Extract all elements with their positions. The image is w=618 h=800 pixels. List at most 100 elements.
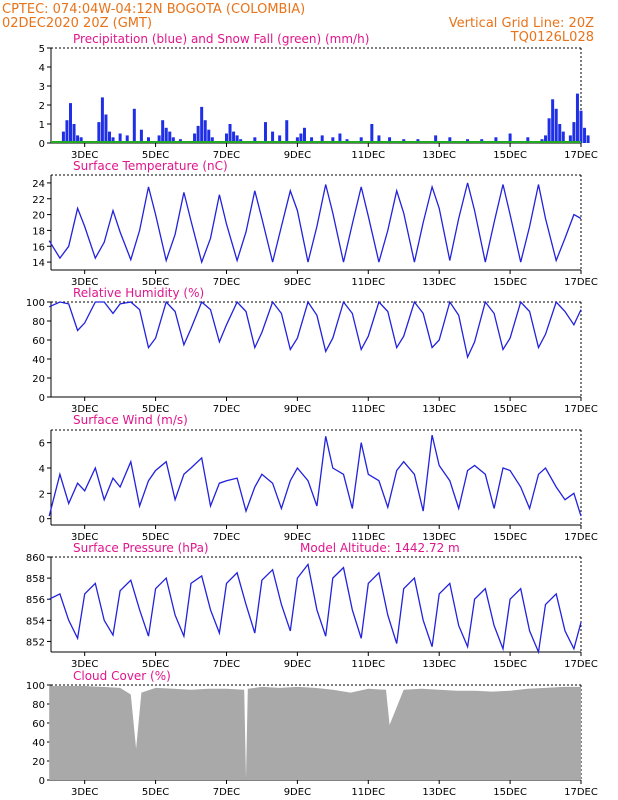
y-tick-label: 4 bbox=[39, 464, 45, 475]
x-tick-label: 15DEC bbox=[493, 787, 527, 798]
x-tick-label: 5DEC bbox=[142, 659, 169, 670]
y-tick-label: 100 bbox=[26, 298, 45, 309]
y-tick-label: 858 bbox=[26, 574, 45, 585]
y-tick-label: 14 bbox=[32, 258, 45, 269]
x-tick-label: 15DEC bbox=[493, 404, 527, 415]
precip-bar bbox=[302, 127, 306, 143]
precip-bar bbox=[388, 137, 392, 143]
x-tick-label: 9DEC bbox=[284, 532, 311, 543]
precip-bar bbox=[107, 131, 111, 143]
precip-bar bbox=[448, 137, 452, 143]
series-line bbox=[48, 434, 582, 517]
precip-bar bbox=[263, 122, 267, 143]
y-tick-label: 4 bbox=[39, 63, 45, 74]
x-tick-label: 11DEC bbox=[351, 532, 385, 543]
panel-1: Precipitation (blue) and Snow Fall (gree… bbox=[39, 32, 598, 161]
precip-bar bbox=[139, 129, 143, 143]
x-tick-label: 17DEC bbox=[564, 659, 598, 670]
x-tick-label: 5DEC bbox=[142, 404, 169, 415]
y-tick-label: 20 bbox=[32, 211, 45, 222]
precip-bar bbox=[310, 137, 314, 143]
x-tick-label: 7DEC bbox=[213, 787, 240, 798]
x-tick-label: 5DEC bbox=[142, 532, 169, 543]
precip-bar bbox=[76, 135, 80, 143]
precip-bar bbox=[551, 99, 555, 143]
x-tick-label: 3DEC bbox=[71, 277, 98, 288]
precip-bar bbox=[207, 129, 211, 143]
precip-bar bbox=[164, 127, 168, 143]
precip-bar bbox=[583, 127, 587, 143]
precip-bar bbox=[228, 124, 232, 143]
precip-bar bbox=[568, 135, 572, 143]
x-tick-label: 17DEC bbox=[564, 532, 598, 543]
x-tick-label: 7DEC bbox=[213, 659, 240, 670]
x-tick-label: 5DEC bbox=[142, 277, 169, 288]
y-tick-label: 0 bbox=[39, 393, 45, 404]
x-tick-label: 13DEC bbox=[422, 277, 456, 288]
series-line bbox=[48, 562, 582, 655]
precip-bar bbox=[118, 133, 122, 143]
x-tick-label: 13DEC bbox=[422, 787, 456, 798]
x-tick-label: 13DEC bbox=[422, 404, 456, 415]
x-tick-label: 11DEC bbox=[351, 787, 385, 798]
precip-bar bbox=[132, 108, 136, 143]
panels-group: Precipitation (blue) and Snow Fall (gree… bbox=[26, 32, 598, 798]
x-tick-label: 3DEC bbox=[71, 532, 98, 543]
precip-bar bbox=[97, 122, 101, 143]
x-tick-label: 5DEC bbox=[142, 787, 169, 798]
x-tick-label: 9DEC bbox=[284, 404, 311, 415]
x-tick-label: 3DEC bbox=[71, 404, 98, 415]
x-tick-label: 17DEC bbox=[564, 787, 598, 798]
panel-annotation: Model Altitude: 1442.72 m bbox=[300, 541, 460, 555]
precip-bar bbox=[558, 124, 562, 143]
y-tick-label: 852 bbox=[26, 637, 45, 648]
precip-bar bbox=[157, 135, 161, 143]
precip-bar bbox=[79, 137, 83, 143]
y-tick-label: 80 bbox=[32, 700, 45, 711]
x-tick-label: 5DEC bbox=[142, 150, 169, 161]
precip-bar bbox=[586, 135, 590, 143]
x-tick-label: 13DEC bbox=[422, 150, 456, 161]
y-tick-label: 20 bbox=[32, 757, 45, 768]
precip-bar bbox=[331, 137, 335, 143]
x-tick-label: 13DEC bbox=[422, 532, 456, 543]
y-tick-label: 60 bbox=[32, 336, 45, 347]
y-tick-label: 100 bbox=[26, 681, 45, 692]
panel-title: Surface Pressure (hPa) bbox=[73, 541, 209, 555]
x-tick-label: 11DEC bbox=[351, 404, 385, 415]
x-tick-label: 15DEC bbox=[493, 150, 527, 161]
x-tick-label: 15DEC bbox=[493, 532, 527, 543]
precip-bar bbox=[271, 131, 275, 143]
precip-bar bbox=[210, 137, 214, 143]
panel-5: Surface Pressure (hPa) Model Altitude: 14… bbox=[26, 541, 598, 670]
precip-bar bbox=[338, 133, 342, 143]
x-tick-label: 17DEC bbox=[564, 150, 598, 161]
precip-bar bbox=[72, 124, 76, 143]
precip-bar bbox=[278, 135, 282, 143]
precip-bar bbox=[168, 131, 172, 143]
precip-bar bbox=[193, 133, 197, 143]
precip-bar bbox=[232, 131, 236, 143]
precip-bar bbox=[253, 137, 257, 143]
y-tick-label: 1 bbox=[39, 120, 45, 131]
precip-bar bbox=[547, 118, 551, 143]
x-tick-label: 17DEC bbox=[564, 404, 598, 415]
precip-bar bbox=[125, 135, 129, 143]
y-tick-label: 854 bbox=[26, 616, 45, 627]
precip-bar bbox=[161, 120, 165, 143]
precip-bar bbox=[575, 93, 579, 143]
precip-bar bbox=[554, 108, 558, 143]
header-grid-line: Vertical Grid Line: 20Z bbox=[449, 16, 594, 31]
panel-6: Cloud Cover (%) 0 20 40 60 80 100 3DEC 5DEC 7DEC 9… bbox=[26, 669, 598, 798]
cloud-cover-area bbox=[49, 686, 581, 780]
y-tick-label: 24 bbox=[32, 179, 45, 190]
y-tick-label: 6 bbox=[39, 439, 45, 450]
panel-title: Cloud Cover (%) bbox=[73, 669, 171, 683]
x-tick-label: 9DEC bbox=[284, 150, 311, 161]
precip-bar bbox=[61, 131, 65, 143]
x-tick-label: 7DEC bbox=[213, 150, 240, 161]
precip-bar bbox=[146, 137, 150, 143]
precip-bar bbox=[196, 125, 200, 143]
precip-bar bbox=[235, 135, 239, 143]
panel-title: Precipitation (blue) and Snow Fall (gree… bbox=[73, 32, 369, 46]
